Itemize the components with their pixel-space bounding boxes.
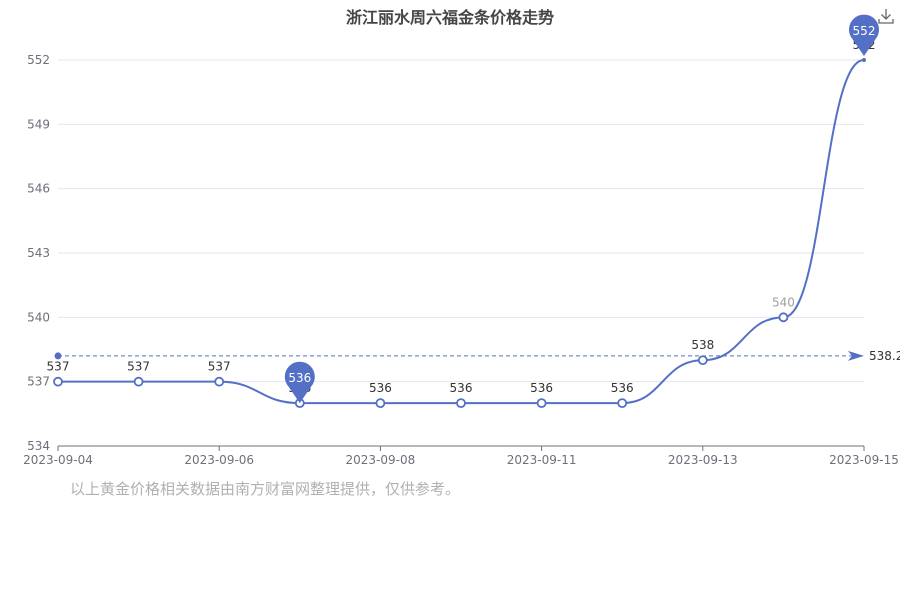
x-tick-label: 2023-09-13 [668,453,738,467]
y-tick-label: 537 [27,375,50,389]
data-label: 538 [691,338,714,352]
data-point [456,398,466,409]
min-marker-label: 536 [288,371,311,385]
max-marker [849,14,879,56]
x-tick-label: 2023-09-15 [829,453,899,467]
data-point [536,398,547,409]
data-label: 536 [369,381,392,395]
series-line [58,59,865,405]
data-label: 536 [530,381,553,395]
x-tick-label: 2023-09-11 [507,453,577,467]
y-tick-label: 549 [27,117,50,131]
y-tick-label: 546 [27,182,50,196]
data-label: 536 [450,381,473,395]
data-point [617,398,628,409]
data-point [862,58,866,62]
download-icon[interactable] [876,6,896,26]
x-tick-label: 2023-09-06 [184,453,254,467]
data-point [697,355,708,366]
data-point [778,312,789,323]
data-point [133,376,144,387]
average-line-label: 538.2 [869,349,900,363]
data-point [214,376,225,387]
y-tick-label: 534 [27,439,50,453]
x-tick-label: 2023-09-08 [346,453,416,467]
chart-title: 浙江丽水周六福金条价格走势 [345,8,554,27]
y-tick-label: 540 [27,310,50,324]
data-label: 537 [47,360,70,374]
footnote: 以上黄金价格相关数据由南方财富网整理提供，仅供参考。 [70,480,461,498]
data-point [53,376,63,387]
data-label: 537 [208,360,231,374]
y-tick-label: 552 [27,53,50,67]
min-marker [284,361,315,404]
average-line-start [54,352,62,360]
y-tick-label: 543 [27,246,50,260]
data-point [375,398,386,409]
data-label: 537 [127,360,150,374]
data-label: 540 [772,295,795,309]
average-line-arrow [848,350,864,361]
max-marker-label: 552 [853,24,876,38]
data-label: 536 [611,381,634,395]
x-tick-label: 2023-09-04 [23,453,93,467]
